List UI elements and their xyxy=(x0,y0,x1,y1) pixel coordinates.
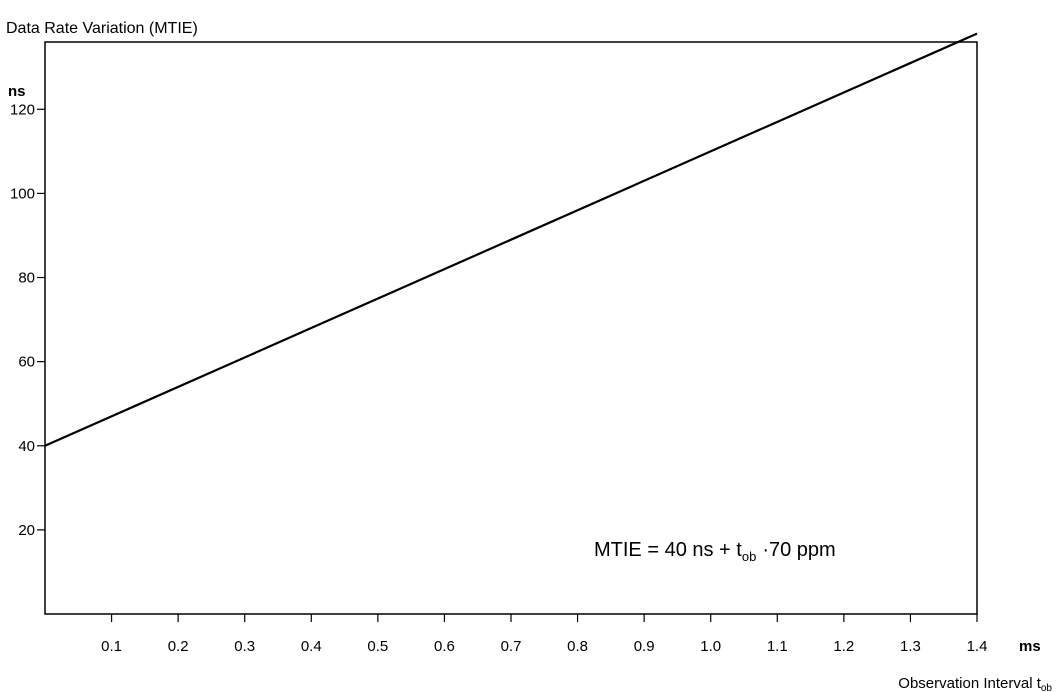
y-tick-label: 80 xyxy=(18,270,35,287)
x-tick-label: 1.0 xyxy=(700,638,721,655)
y-tick-label: 100 xyxy=(10,185,35,202)
x-tick-label: 0.6 xyxy=(434,638,455,655)
x-tick-label: 0.5 xyxy=(367,638,388,655)
formula-multiply-dot: · xyxy=(762,539,769,561)
x-axis-label-sub: ob xyxy=(1041,683,1053,692)
x-tick-label: 0.3 xyxy=(234,638,255,655)
x-tick-label: 1.1 xyxy=(767,638,788,655)
mtie-line xyxy=(44,32,978,447)
x-tick-label: 0.4 xyxy=(301,638,322,655)
formula-annotation: MTIE = 40 ns + tob ·70 ppm xyxy=(594,539,836,564)
y-axis: 20 40 60 80 100 120 xyxy=(10,101,45,539)
x-tick-label: 0.2 xyxy=(168,638,189,655)
x-tick-label: 0.8 xyxy=(567,638,588,655)
y-tick-label: 20 xyxy=(18,522,35,539)
series-group xyxy=(44,32,978,447)
x-axis-label-main: Observation Interval t xyxy=(898,675,1041,692)
y-tick-label: 40 xyxy=(18,438,35,455)
x-tick-label: 0.1 xyxy=(101,638,122,655)
x-axis: 0.1 0.2 0.3 0.4 0.5 0.6 0.7 0.8 0.9 1.0 1.1 1.2 1.3 1… xyxy=(101,614,987,655)
plot-frame xyxy=(44,41,978,615)
x-axis-unit: ms xyxy=(1019,638,1041,655)
formula-prefix: MTIE = 40 ns + t xyxy=(594,539,742,561)
y-axis-unit: ns xyxy=(8,83,26,100)
formula-subscript: ob xyxy=(742,549,756,564)
x-tick-label: 1.4 xyxy=(967,638,988,655)
x-tick-label: 0.7 xyxy=(501,638,522,655)
formula-suffix: 70 ppm xyxy=(769,539,836,561)
chart-title: Data Rate Variation (MTIE) xyxy=(6,20,198,37)
x-tick-label: 1.2 xyxy=(833,638,854,655)
x-tick-label: 1.3 xyxy=(900,638,921,655)
y-tick-label: 120 xyxy=(10,101,35,118)
x-tick-label: 0.9 xyxy=(634,638,655,655)
y-tick-label: 60 xyxy=(18,354,35,371)
x-axis-label: Observation Interval tob xyxy=(898,675,1052,692)
